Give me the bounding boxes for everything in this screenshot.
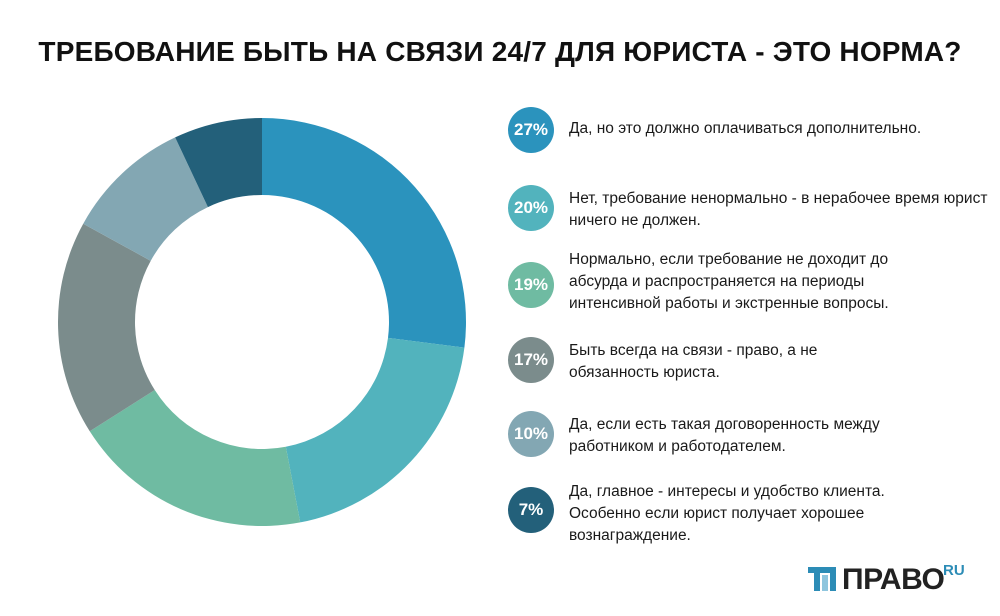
chart-title: ТРЕБОВАНИЕ БЫТЬ НА СВЯЗИ 24/7 ДЛЯ ЮРИСТА… — [38, 36, 962, 67]
logo-wordmark: ПРАВО — [842, 563, 945, 596]
pravo-ru-logo[interactable]: ПРАВО RU — [806, 562, 996, 596]
donut-slice-5 — [83, 137, 208, 261]
donut-slice-3 — [89, 390, 301, 526]
donut-slice-4 — [58, 223, 155, 432]
pravo-logo-icon — [808, 567, 836, 591]
donut-slice-1 — [262, 118, 466, 348]
logo-suffix: RU — [943, 562, 965, 579]
donut-slice-2 — [285, 337, 465, 523]
donut-slice-6 — [175, 118, 262, 208]
